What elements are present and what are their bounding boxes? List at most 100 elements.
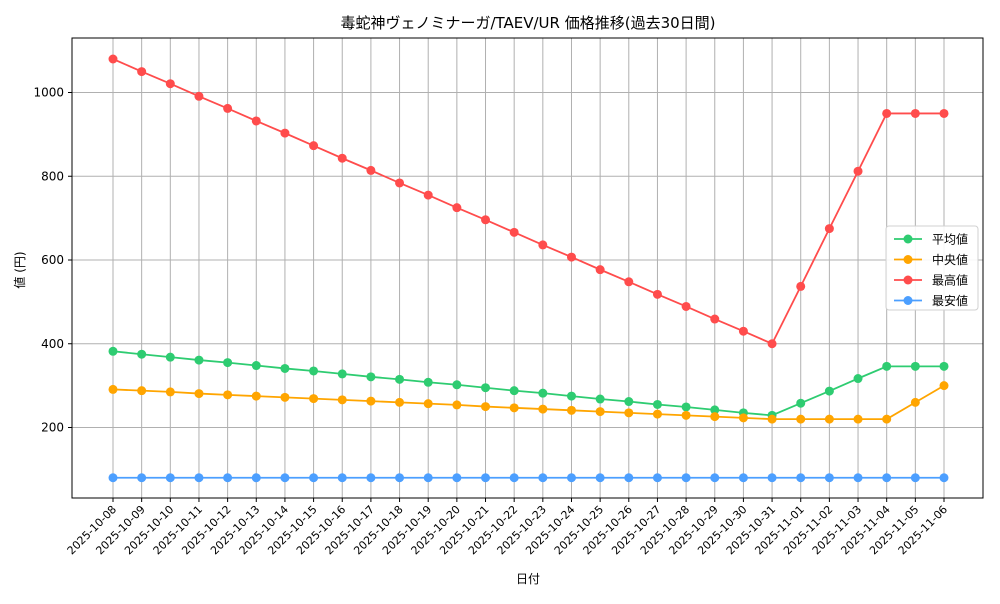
data-point: [824, 473, 834, 483]
data-point: [223, 358, 233, 368]
data-point: [710, 412, 720, 422]
data-point: [452, 203, 462, 213]
data-point: [652, 409, 662, 419]
data-point: [710, 405, 720, 415]
data-point: [681, 301, 691, 311]
data-point: [853, 414, 863, 424]
data-point: [624, 277, 634, 287]
data-point: [165, 387, 175, 397]
legend-box: [885, 225, 979, 311]
data-point: [824, 386, 834, 396]
data-point: [337, 473, 347, 483]
data-point: [251, 361, 261, 371]
series-line: [112, 58, 944, 345]
data-point: [165, 79, 175, 89]
data-point: [452, 380, 462, 390]
legend-label: 平均値: [932, 232, 968, 247]
data-point: [280, 392, 290, 402]
data-point: [939, 381, 949, 391]
data-point: [796, 398, 806, 408]
data-point: [882, 473, 892, 483]
grid-lines: [72, 38, 983, 498]
data-point: [824, 414, 834, 424]
data-point: [423, 399, 433, 409]
y-axis-label: 値 (円): [12, 251, 27, 288]
data-point: [566, 473, 576, 483]
data-point: [337, 153, 347, 163]
data-point: [910, 397, 920, 407]
data-point: [137, 349, 147, 359]
data-point: [194, 91, 204, 101]
data-point: [882, 108, 892, 118]
data-point: [309, 141, 319, 151]
data-point: [624, 473, 634, 483]
data-point: [108, 54, 118, 64]
data-point: [824, 224, 834, 234]
data-point: [767, 473, 777, 483]
legend-marker-icon: [903, 255, 913, 264]
data-point: [452, 473, 462, 483]
x-axis-label: 日付: [516, 572, 540, 586]
data-point: [309, 473, 319, 483]
data-point: [939, 473, 949, 483]
data-point: [652, 473, 662, 483]
data-point: [681, 473, 691, 483]
data-point: [509, 473, 519, 483]
data-point: [710, 314, 720, 324]
legend-item: 中央値: [894, 252, 968, 267]
data-point: [165, 352, 175, 362]
data-point: [910, 108, 920, 118]
data-point: [595, 394, 605, 404]
data-point: [223, 473, 233, 483]
y-tick-label: 400: [41, 337, 64, 351]
data-point: [395, 374, 405, 384]
y-tick-label: 800: [41, 169, 64, 183]
data-point: [280, 363, 290, 373]
legend-item: 平均値: [894, 232, 968, 247]
data-point: [366, 396, 376, 406]
data-point: [337, 395, 347, 405]
data-point: [796, 414, 806, 424]
legend-marker-icon: [903, 234, 913, 244]
data-point: [366, 165, 376, 175]
legend-marker-icon: [903, 275, 913, 285]
data-point: [882, 361, 892, 371]
series-line: [112, 350, 944, 417]
data-point: [767, 414, 777, 424]
data-point: [395, 397, 405, 407]
data-point: [337, 369, 347, 379]
data-point: [538, 473, 548, 483]
data-point: [194, 473, 204, 483]
data-point: [280, 473, 290, 483]
legend-label: 最高値: [932, 273, 968, 288]
data-point: [738, 473, 748, 483]
data-point: [137, 386, 147, 396]
data-point: [251, 473, 261, 483]
legend-marker-icon: [903, 296, 913, 305]
series-最安値: [108, 473, 949, 483]
data-point: [280, 128, 290, 138]
data-point: [108, 384, 118, 394]
data-point: [309, 366, 319, 376]
legend-item: 最高値: [894, 273, 968, 288]
series-lines: [108, 54, 949, 483]
legend-label: 最安値: [932, 293, 968, 308]
y-tick-label: 600: [41, 253, 64, 267]
data-point: [910, 361, 920, 371]
series-平均値: [108, 346, 949, 420]
data-point: [481, 402, 491, 412]
data-point: [681, 402, 691, 412]
data-point: [538, 240, 548, 250]
data-point: [395, 473, 405, 483]
data-point: [538, 404, 548, 414]
data-point: [624, 408, 634, 418]
data-point: [681, 410, 691, 420]
chart-title: 毒蛇神ヴェノミナーガ/TAEV/UR 価格推移(過去30日間): [340, 14, 715, 32]
data-point: [566, 405, 576, 415]
data-point: [251, 116, 261, 126]
data-point: [652, 399, 662, 409]
data-point: [595, 407, 605, 417]
series-中央値: [108, 381, 949, 424]
